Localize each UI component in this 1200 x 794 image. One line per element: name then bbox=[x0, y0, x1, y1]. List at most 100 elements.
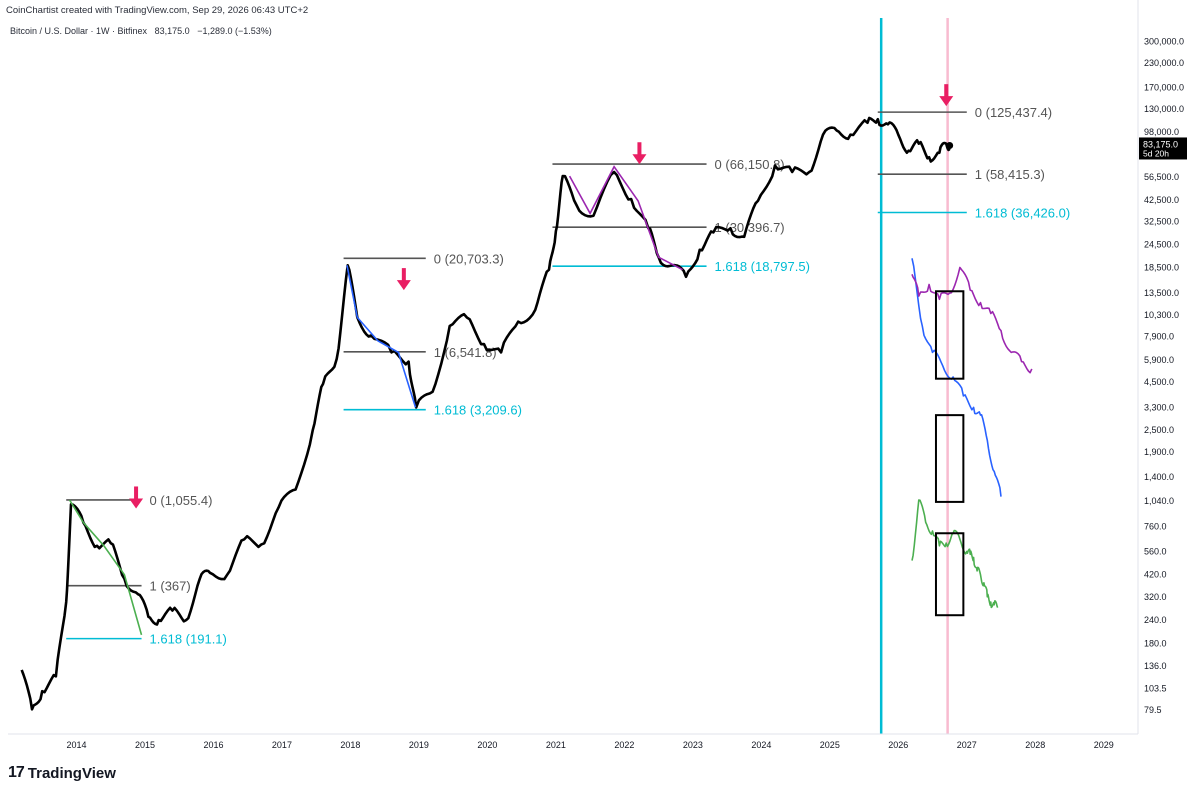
highlight-box bbox=[934, 532, 965, 617]
price-badge-countdown: 5d 20h bbox=[1143, 148, 1169, 158]
y-tick-label: 136.0 bbox=[1144, 661, 1167, 671]
x-tick-label: 2015 bbox=[135, 740, 155, 750]
highlight-boxes bbox=[934, 290, 965, 617]
x-tick-label: 2026 bbox=[888, 740, 908, 750]
tradingview-logo-icon: 17 bbox=[8, 764, 25, 781]
arrow-head bbox=[632, 154, 647, 165]
arrow-shaft bbox=[637, 142, 642, 157]
arrow-head bbox=[396, 280, 411, 291]
y-tick-label: 3,300.0 bbox=[1144, 402, 1174, 412]
y-tick-label: 1,400.0 bbox=[1144, 472, 1174, 482]
price-badge-bg bbox=[1139, 137, 1187, 160]
down-arrow-icon bbox=[129, 486, 144, 509]
fib-level-label: 0 (66,150.8) bbox=[715, 157, 785, 172]
series-lines bbox=[20, 116, 1033, 711]
series-line-2 bbox=[911, 258, 1002, 497]
x-axis: 2014 2015 2016 2017 2018 2019 2020 2021 2022 2023… bbox=[8, 733, 1138, 750]
fib-level-label: 1.618 (36,426.0) bbox=[975, 205, 1070, 220]
x-tick-label: 2014 bbox=[66, 740, 86, 750]
x-tick-label: 2019 bbox=[409, 740, 429, 750]
symbol-info: Bitcoin / U.S. Dollar · 1W · Bitfinex 83… bbox=[10, 26, 272, 36]
down-arrow-icon bbox=[939, 84, 954, 107]
current-price-dot bbox=[946, 141, 954, 149]
y-tick-label: 79.5 bbox=[1144, 705, 1162, 715]
y-tick-label: 10,300.0 bbox=[1144, 310, 1179, 320]
arrow-shaft bbox=[134, 486, 139, 501]
x-tick-label: 2028 bbox=[1025, 740, 1045, 750]
x-tick-label: 2021 bbox=[546, 740, 566, 750]
price-value: 83,175.0 bbox=[154, 26, 190, 36]
y-tick-label: 4,500.0 bbox=[1144, 377, 1174, 387]
x-tick-label: 2023 bbox=[683, 740, 703, 750]
highlight-box bbox=[934, 290, 965, 380]
arrow-markers bbox=[129, 84, 954, 509]
fib-level-label: 1.618 (191.1) bbox=[150, 632, 227, 647]
cycle-overlay-2 bbox=[568, 165, 683, 271]
fib-level-label: 0 (125,437.4) bbox=[975, 105, 1052, 120]
y-tick-label: 320.0 bbox=[1144, 592, 1167, 602]
fib-level-label: 1.618 (3,209.6) bbox=[434, 403, 522, 418]
y-tick-label: 180.0 bbox=[1144, 638, 1167, 648]
y-tick-label: 18,500.0 bbox=[1144, 262, 1179, 272]
y-tick-label: 32,500.0 bbox=[1144, 217, 1179, 227]
series-line-0 bbox=[20, 116, 951, 711]
arrow-head bbox=[939, 96, 954, 107]
down-arrow-icon bbox=[396, 268, 411, 291]
attribution-text: CoinChartist created with TradingView.co… bbox=[6, 5, 309, 16]
y-tick-label: 170,000.0 bbox=[1144, 82, 1184, 92]
y-tick-label: 300,000.0 bbox=[1144, 36, 1184, 46]
y-tick-label: 130,000.0 bbox=[1144, 104, 1184, 114]
brand-name: TradingView bbox=[27, 764, 116, 782]
y-axis: 300,000.0 230,000.0 170,000.0 130,000.0 98,0… bbox=[1137, 0, 1184, 734]
x-tick-label: 2018 bbox=[340, 740, 360, 750]
x-tick-label: 2020 bbox=[477, 740, 497, 750]
x-tick-label: 2022 bbox=[614, 740, 634, 750]
y-tick-label: 5,900.0 bbox=[1144, 355, 1174, 365]
fib-level-label: 0 (1,055.4) bbox=[150, 493, 213, 508]
y-tick-label: 760.0 bbox=[1144, 522, 1167, 532]
fib-level-label: 1 (6,541.8) bbox=[434, 345, 497, 360]
x-tick-label: 2029 bbox=[1094, 740, 1114, 750]
fib-level-label: 1 (367) bbox=[150, 579, 191, 594]
y-tick-label: 560.0 bbox=[1144, 546, 1167, 556]
y-tick-label: 42,500.0 bbox=[1144, 195, 1179, 205]
tradingview-brand[interactable]: 17 TradingView bbox=[8, 764, 116, 782]
arrow-shaft bbox=[401, 268, 406, 283]
arrow-head bbox=[129, 498, 144, 509]
y-tick-label: 240.0 bbox=[1144, 615, 1167, 625]
y-tick-label: 7,900.0 bbox=[1144, 332, 1174, 342]
cycle-overlay-1 bbox=[346, 265, 417, 408]
fib-level-label: 1.618 (18,797.5) bbox=[715, 259, 810, 274]
x-tick-label: 2016 bbox=[203, 740, 223, 750]
down-arrow-icon bbox=[632, 142, 647, 165]
y-tick-label: 24,500.0 bbox=[1144, 240, 1179, 250]
fib-level-label: 0 (20,703.3) bbox=[434, 251, 504, 266]
x-tick-label: 2027 bbox=[957, 740, 977, 750]
fib-level-label: 1 (58,415.3) bbox=[975, 167, 1045, 182]
series-line-3 bbox=[911, 266, 1033, 374]
vertical-markers bbox=[879, 18, 949, 734]
price-change: −1,289.0 (−1.53%) bbox=[197, 26, 272, 36]
x-tick-label: 2017 bbox=[272, 740, 292, 750]
cycle-overlay-0 bbox=[68, 499, 143, 636]
y-tick-label: 1,900.0 bbox=[1144, 447, 1174, 457]
y-tick-label: 103.5 bbox=[1144, 683, 1167, 693]
y-tick-label: 1,040.0 bbox=[1144, 496, 1174, 506]
x-tick-label: 2024 bbox=[751, 740, 771, 750]
price-badge-price: 83,175.0 bbox=[1143, 139, 1178, 149]
series-line-1 bbox=[911, 499, 999, 609]
fib-levels: 0 (1,055.4) 1 (367) 1.618 (191.1) 0 (20,703… bbox=[66, 105, 1070, 647]
y-tick-label: 230,000.0 bbox=[1144, 58, 1184, 68]
y-tick-label: 13,500.0 bbox=[1144, 288, 1179, 298]
symbol-line: Bitcoin / U.S. Dollar · 1W · Bitfinex bbox=[10, 26, 148, 36]
arrow-shaft bbox=[944, 84, 949, 99]
y-tick-label: 2,500.0 bbox=[1144, 425, 1174, 435]
x-tick-label: 2025 bbox=[820, 740, 840, 750]
y-tick-label: 420.0 bbox=[1144, 570, 1167, 580]
price-badge: 83,175.05d 20h bbox=[1139, 137, 1187, 160]
y-tick-label: 98,000.0 bbox=[1144, 127, 1179, 137]
highlight-box bbox=[934, 414, 965, 503]
y-tick-label: 56,500.0 bbox=[1144, 172, 1179, 182]
